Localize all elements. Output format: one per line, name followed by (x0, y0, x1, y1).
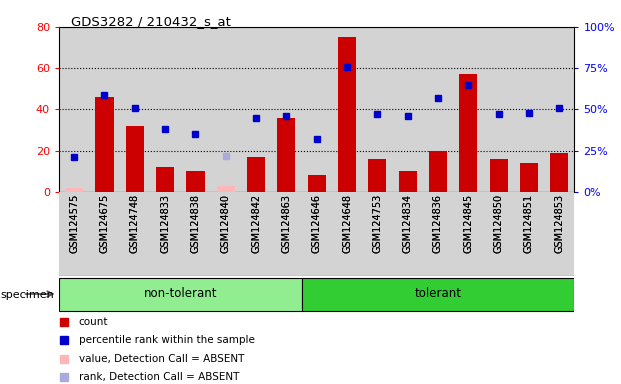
Text: value, Detection Call = ABSENT: value, Detection Call = ABSENT (79, 354, 244, 364)
Text: GSM124838: GSM124838 (191, 194, 201, 253)
Text: GSM124840: GSM124840 (220, 194, 231, 253)
Text: GSM124863: GSM124863 (281, 194, 291, 253)
Bar (429, 151, 447, 192)
Bar (96, 97, 114, 192)
Text: tolerant: tolerant (414, 288, 461, 301)
Text: GSM124748: GSM124748 (130, 194, 140, 253)
Text: GSM124842: GSM124842 (251, 194, 261, 253)
Text: GSM124836: GSM124836 (433, 194, 443, 253)
Text: GSM124845: GSM124845 (463, 194, 473, 253)
Text: GSM124853: GSM124853 (555, 194, 564, 253)
Text: GSM124675: GSM124675 (99, 194, 109, 253)
Bar (550, 153, 568, 192)
Bar (156, 167, 175, 192)
Text: GSM124575: GSM124575 (69, 194, 79, 253)
Text: GSM124646: GSM124646 (312, 194, 322, 253)
Text: GSM124648: GSM124648 (342, 194, 352, 253)
Text: non-tolerant: non-tolerant (143, 288, 217, 301)
Text: percentile rank within the sample: percentile rank within the sample (79, 335, 255, 345)
Text: GSM124840: GSM124840 (220, 194, 231, 253)
Text: GSM124853: GSM124853 (555, 194, 564, 253)
Text: GDS3282 / 210432_s_at: GDS3282 / 210432_s_at (71, 15, 231, 28)
Text: specimen: specimen (1, 290, 55, 300)
Text: count: count (79, 317, 108, 327)
Text: GSM124863: GSM124863 (281, 194, 291, 253)
Text: GSM124753: GSM124753 (373, 194, 383, 253)
FancyBboxPatch shape (302, 278, 574, 311)
FancyBboxPatch shape (59, 192, 574, 276)
Text: GSM124836: GSM124836 (433, 194, 443, 253)
Bar (307, 175, 326, 192)
Text: GSM124850: GSM124850 (494, 194, 504, 253)
Text: GSM124753: GSM124753 (373, 194, 383, 253)
Bar (247, 157, 265, 192)
Bar (520, 163, 538, 192)
Text: GSM124748: GSM124748 (130, 194, 140, 253)
Text: GSM124850: GSM124850 (494, 194, 504, 253)
Bar (368, 159, 386, 192)
Text: rank, Detection Call = ABSENT: rank, Detection Call = ABSENT (79, 372, 239, 382)
Bar (338, 37, 356, 192)
Bar (217, 186, 235, 192)
Bar (459, 74, 478, 192)
Bar (489, 159, 508, 192)
Text: GSM124842: GSM124842 (251, 194, 261, 253)
Text: GSM124833: GSM124833 (160, 194, 170, 253)
Bar (186, 171, 204, 192)
Text: GSM124851: GSM124851 (524, 194, 534, 253)
Bar (278, 118, 296, 192)
Text: GSM124845: GSM124845 (463, 194, 473, 253)
Text: GSM124833: GSM124833 (160, 194, 170, 253)
Text: GSM124834: GSM124834 (402, 194, 413, 253)
Text: GSM124646: GSM124646 (312, 194, 322, 253)
Text: GSM124675: GSM124675 (99, 194, 109, 253)
Bar (399, 171, 417, 192)
Text: GSM124648: GSM124648 (342, 194, 352, 253)
Text: GSM124838: GSM124838 (191, 194, 201, 253)
Text: GSM124834: GSM124834 (402, 194, 413, 253)
FancyBboxPatch shape (59, 278, 302, 311)
Bar (125, 126, 144, 192)
Text: GSM124851: GSM124851 (524, 194, 534, 253)
Bar (65, 188, 83, 192)
Text: GSM124575: GSM124575 (69, 194, 79, 253)
